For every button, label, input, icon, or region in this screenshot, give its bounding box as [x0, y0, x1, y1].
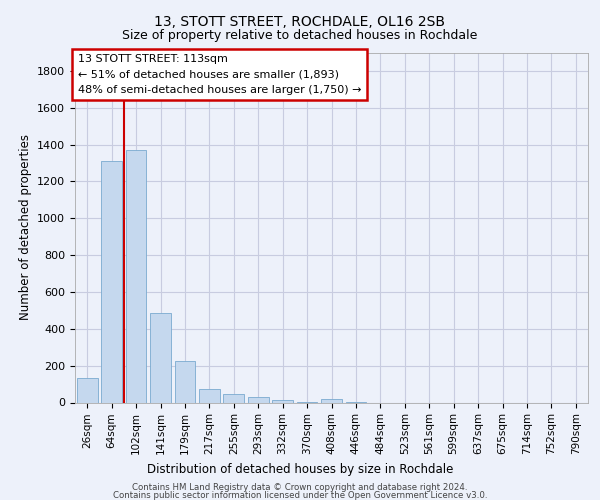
Bar [223, 394, 244, 402]
Text: Size of property relative to detached houses in Rochdale: Size of property relative to detached ho… [122, 29, 478, 42]
Bar [248, 398, 269, 402]
Bar [272, 400, 293, 402]
Bar [125, 150, 146, 403]
Bar [150, 313, 171, 402]
Text: Contains HM Land Registry data © Crown copyright and database right 2024.: Contains HM Land Registry data © Crown c… [132, 483, 468, 492]
Bar [77, 378, 98, 402]
Bar [199, 388, 220, 402]
Y-axis label: Number of detached properties: Number of detached properties [19, 134, 32, 320]
Bar [321, 399, 342, 402]
Text: 13, STOTT STREET, ROCHDALE, OL16 2SB: 13, STOTT STREET, ROCHDALE, OL16 2SB [155, 15, 445, 29]
Text: Distribution of detached houses by size in Rochdale: Distribution of detached houses by size … [147, 464, 453, 476]
Bar [175, 361, 196, 403]
Text: 13 STOTT STREET: 113sqm
← 51% of detached houses are smaller (1,893)
48% of semi: 13 STOTT STREET: 113sqm ← 51% of detache… [77, 54, 361, 94]
Bar [101, 161, 122, 402]
Text: Contains public sector information licensed under the Open Government Licence v3: Contains public sector information licen… [113, 490, 487, 500]
